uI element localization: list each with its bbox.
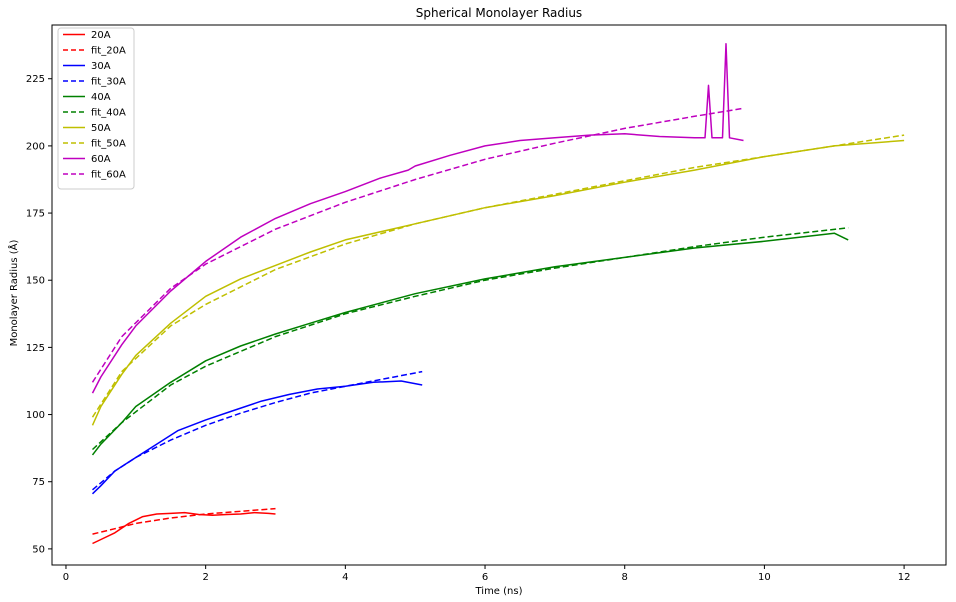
series-layer [91, 43, 905, 545]
series-line-fit_20A [92, 507, 276, 535]
y-tick-label: 225 [26, 74, 45, 85]
series-line-50A [91, 139, 905, 426]
plot-frame [51, 24, 947, 566]
legend-label: fit_20A [91, 46, 126, 57]
chart-title: Spherical Monolayer Radius [416, 6, 582, 20]
series-line-fit_50A [91, 134, 905, 418]
y-tick-label: 100 [26, 410, 45, 421]
y-tick-label: 175 [26, 209, 45, 220]
x-tick-label: 2 [202, 572, 208, 583]
series-line-fit_40A [91, 227, 849, 451]
series-line-60A [91, 43, 744, 394]
y-tick-label: 150 [26, 276, 45, 287]
x-axis-title: Time (ns) [474, 586, 522, 597]
legend-label: 40A [91, 92, 111, 103]
x-tick-label: 4 [342, 572, 348, 583]
series-line-20A [92, 511, 276, 545]
legend-label: fit_30A [91, 77, 126, 88]
y-tick-label: 50 [32, 544, 45, 555]
series-line-30A [91, 380, 423, 495]
y-tick-label: 200 [26, 141, 45, 152]
y-axis-title: Monolayer Radius (Å) [7, 239, 20, 346]
x-tick-label: 12 [898, 572, 911, 583]
legend-box [57, 27, 135, 190]
legend-label: 30A [91, 61, 111, 72]
legend-label: fit_40A [91, 108, 126, 119]
x-axis-ticks: 0 2 4 6 8 10 12 [63, 565, 911, 583]
x-tick-label: 6 [482, 572, 488, 583]
x-tick-label: 10 [758, 572, 771, 583]
y-tick-label: 75 [32, 477, 45, 488]
legend-label: 50A [91, 123, 111, 134]
y-tick-label: 125 [26, 343, 45, 354]
series-line-fit_60A [91, 107, 744, 383]
legend-label: 60A [91, 154, 111, 165]
y-axis-ticks: 50 75 100 125 150 175 200 225 [26, 74, 52, 555]
legend-label: fit_50A [91, 139, 126, 150]
legend-label: 20A [91, 30, 111, 41]
plot-area [51, 24, 947, 566]
legend: 20A fit_20A 30A fit_30A 40A fit_40A 50A fit_50A… [57, 27, 135, 190]
series-line-fit_30A [92, 370, 423, 491]
legend-label: fit_60A [91, 170, 126, 181]
x-tick-label: 8 [622, 572, 628, 583]
series-line-40A [91, 232, 849, 456]
x-tick-label: 0 [63, 572, 69, 583]
